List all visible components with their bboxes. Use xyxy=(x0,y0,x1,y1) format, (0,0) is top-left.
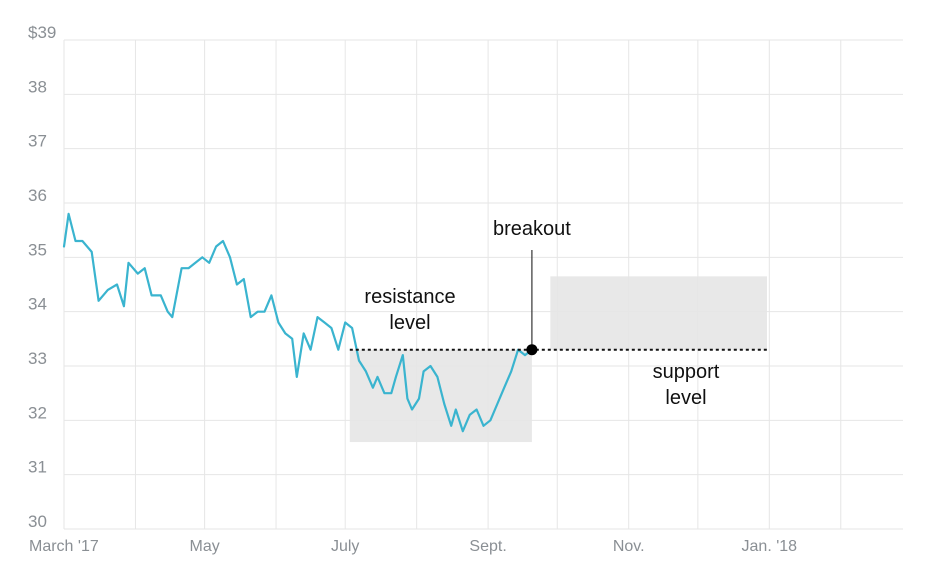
breakout-label: breakout xyxy=(493,218,571,240)
y-tick-label: 38 xyxy=(28,77,47,96)
x-axis-ticks: March '17 May July Sept. Nov. Jan. '18 xyxy=(29,538,797,555)
y-tick-label: 32 xyxy=(28,403,47,422)
y-tick-label: 34 xyxy=(28,295,47,314)
x-tick-label: March '17 xyxy=(29,538,99,555)
x-tick-label: Jan. '18 xyxy=(742,538,798,555)
support-label-line2: level xyxy=(665,387,706,409)
y-tick-label: 30 xyxy=(28,512,47,531)
x-tick-label: July xyxy=(331,538,359,555)
x-tick-label: Sept. xyxy=(469,538,506,555)
y-tick-label: 37 xyxy=(28,132,47,151)
gridlines xyxy=(63,39,903,530)
support-label: support xyxy=(653,361,720,383)
x-tick-label: Nov. xyxy=(613,538,645,555)
resistance-label-line2: level xyxy=(389,312,430,334)
y-tick-label: 33 xyxy=(28,349,47,368)
y-tick-label: 31 xyxy=(28,458,47,477)
y-tick-label: $39 xyxy=(28,23,56,42)
shaded-zone-1 xyxy=(349,349,532,443)
y-tick-label: 35 xyxy=(28,240,47,259)
breakout-point xyxy=(526,344,538,356)
y-axis-ticks: $39 38 37 36 35 34 33 32 31 30 xyxy=(28,23,56,531)
resistance-label: resistance xyxy=(364,286,455,308)
x-tick-label: May xyxy=(189,538,219,555)
shaded-zone-2 xyxy=(550,276,768,350)
y-tick-label: 36 xyxy=(28,186,47,205)
price-series-line xyxy=(62,212,533,433)
